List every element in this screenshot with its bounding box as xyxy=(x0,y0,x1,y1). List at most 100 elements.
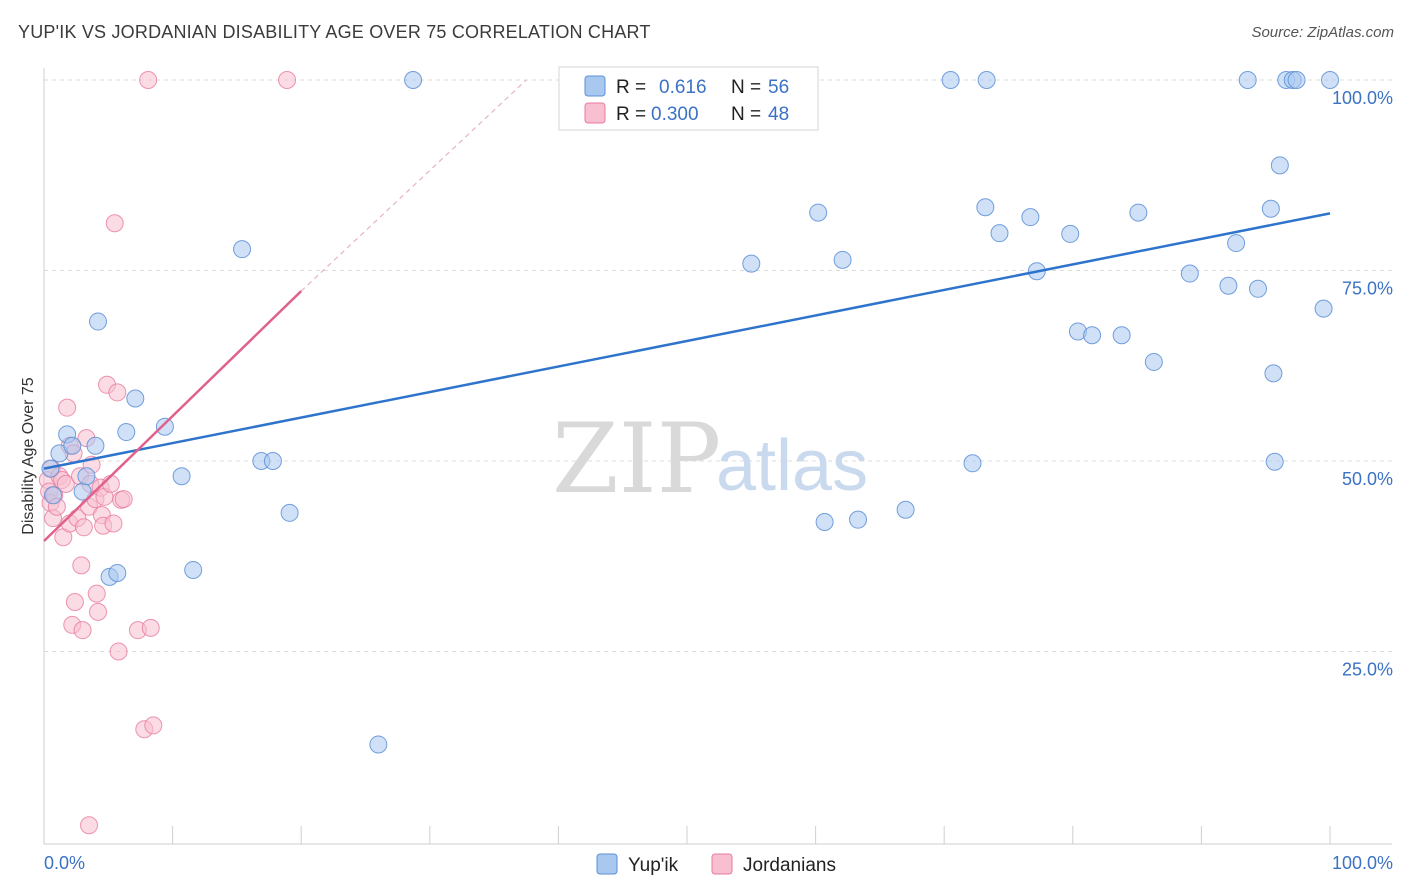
yupik-trend-line xyxy=(43,212,1331,470)
yupik-point-13 xyxy=(155,417,174,436)
yupik-point-36 xyxy=(1061,224,1080,243)
yupik-point-14 xyxy=(172,467,191,486)
chart-title: YUP'IK VS JORDANIAN DISABILITY AGE OVER … xyxy=(18,22,651,42)
yupik-point-6 xyxy=(77,467,96,486)
yupik-point-25 xyxy=(815,512,834,531)
yupik-point-34 xyxy=(1021,208,1040,227)
x-tick-labels: 0.0% 100.0% xyxy=(44,853,1393,873)
yupik-point-22 xyxy=(742,254,761,273)
yupik-point-32 xyxy=(977,71,996,89)
yupik-point-41 xyxy=(1144,352,1163,371)
jordanians-point-40 xyxy=(114,490,133,509)
y-tick-label-50: 50.0% xyxy=(1342,469,1393,489)
jordanians-point-21 xyxy=(74,518,93,537)
jordanians-point-37 xyxy=(108,383,127,402)
legend-swatch-jordanians xyxy=(584,102,606,124)
y-tick-label-100: 100.0% xyxy=(1332,88,1393,108)
yupik-point-20 xyxy=(369,735,388,754)
yupik-point-31 xyxy=(976,198,995,217)
source-label: Source: ZipAtlas.com xyxy=(1251,24,1394,41)
grid-lines xyxy=(44,79,1392,652)
yupik-point-26 xyxy=(833,250,852,269)
yupik-point-16 xyxy=(233,240,252,259)
yupik-point-44 xyxy=(1227,234,1246,253)
yupik-point-33 xyxy=(990,224,1009,243)
jordanians-trend-extension xyxy=(300,79,527,292)
yupik-point-28 xyxy=(896,500,915,519)
legend-n-value-jordanians: 48 xyxy=(768,104,789,125)
jordanians-point-28 xyxy=(89,602,108,621)
yupik-point-15 xyxy=(184,560,203,579)
yupik-point-8 xyxy=(89,312,108,331)
yupik-point-53 xyxy=(1287,71,1306,89)
legend-n-label-jordanians: N = xyxy=(731,104,761,125)
yupik-point-0 xyxy=(41,459,60,478)
yupik-point-40 xyxy=(1129,203,1148,222)
yupik-point-49 xyxy=(1265,452,1284,471)
jordanians-point-16 xyxy=(65,592,84,611)
jordanians-point-36 xyxy=(105,214,124,233)
legend-n-label-yupik: N = xyxy=(731,77,761,98)
legend-r-label-jordanians: R = xyxy=(616,104,646,125)
x-tick-label-0: 0.0% xyxy=(44,853,85,873)
yupik-point-55 xyxy=(1321,71,1339,89)
jordanians-point-11 xyxy=(58,398,77,417)
yupik-point-18 xyxy=(263,452,282,470)
yupik-point-50 xyxy=(1270,156,1289,175)
y-tick-labels: 25.0% 50.0% 75.0% 100.0% xyxy=(1332,88,1393,680)
jordanians-point-38 xyxy=(109,642,128,661)
legend-r-value-jordanians: 0.300 xyxy=(651,104,699,125)
yupik-point-4 xyxy=(63,436,82,455)
yupik-point-46 xyxy=(1248,279,1267,298)
yupik-point-38 xyxy=(1083,326,1102,345)
series-legend: Yup'ik Jordanians xyxy=(596,853,836,876)
jordanians-point-34 xyxy=(101,474,120,493)
jordanians-point-43 xyxy=(139,71,158,89)
bottom-legend-swatch-yupik xyxy=(596,853,618,875)
jordanians-point-47 xyxy=(141,618,160,637)
jordanians-point-45 xyxy=(278,71,297,89)
yupik-point-43 xyxy=(1219,276,1238,295)
stats-legend: R = 0.616 N = 56 R = 0.300 N = 48 xyxy=(558,66,819,131)
legend-r-label-yupik: R = xyxy=(616,77,646,98)
watermark-zip: ZIP xyxy=(552,403,721,515)
yupik-point-7 xyxy=(86,436,105,455)
yupik-point-1 xyxy=(44,486,63,505)
yupik-point-27 xyxy=(849,510,868,529)
axes xyxy=(43,68,1392,845)
yupik-point-10 xyxy=(108,564,127,583)
yupik-point-19 xyxy=(280,503,299,522)
yupik-point-39 xyxy=(1112,326,1131,345)
yupik-point-45 xyxy=(1238,71,1257,89)
legend-n-value-yupik: 56 xyxy=(768,77,789,98)
yupik-point-24 xyxy=(809,203,828,222)
y-tick-label-75: 75.0% xyxy=(1342,279,1393,299)
jordanians-point-10 xyxy=(56,474,75,493)
series-yupik-points xyxy=(41,71,1339,754)
watermark-atlas: atlas xyxy=(716,426,868,506)
jordanians-point-44 xyxy=(144,716,163,735)
jordanians-point-46 xyxy=(80,816,99,835)
y-axis-label: Disability Age Over 75 xyxy=(20,377,37,535)
yupik-point-47 xyxy=(1261,199,1280,218)
yupik-point-21 xyxy=(404,71,423,89)
yupik-point-54 xyxy=(1314,299,1333,318)
legend-r-value-yupik: 0.616 xyxy=(659,77,707,98)
yupik-point-11 xyxy=(117,423,136,442)
jordanians-point-27 xyxy=(87,584,106,603)
y-tick-label-25: 25.0% xyxy=(1342,660,1393,680)
jordanians-point-20 xyxy=(73,621,92,640)
trend-lines xyxy=(43,79,1331,542)
bottom-legend-label-yupik: Yup'ik xyxy=(628,855,679,876)
yupik-point-30 xyxy=(963,454,982,473)
jordanians-trend-line xyxy=(43,290,303,542)
yupik-point-48 xyxy=(1264,364,1283,383)
yupik-point-12 xyxy=(126,389,145,408)
yupik-point-42 xyxy=(1180,264,1199,283)
bottom-legend-swatch-jordanians xyxy=(711,853,733,875)
bottom-legend-label-jordanians: Jordanians xyxy=(743,855,836,876)
x-tick-label-100: 100.0% xyxy=(1332,853,1393,873)
yupik-point-29 xyxy=(941,71,960,89)
watermark: ZIP atlas xyxy=(552,403,868,515)
